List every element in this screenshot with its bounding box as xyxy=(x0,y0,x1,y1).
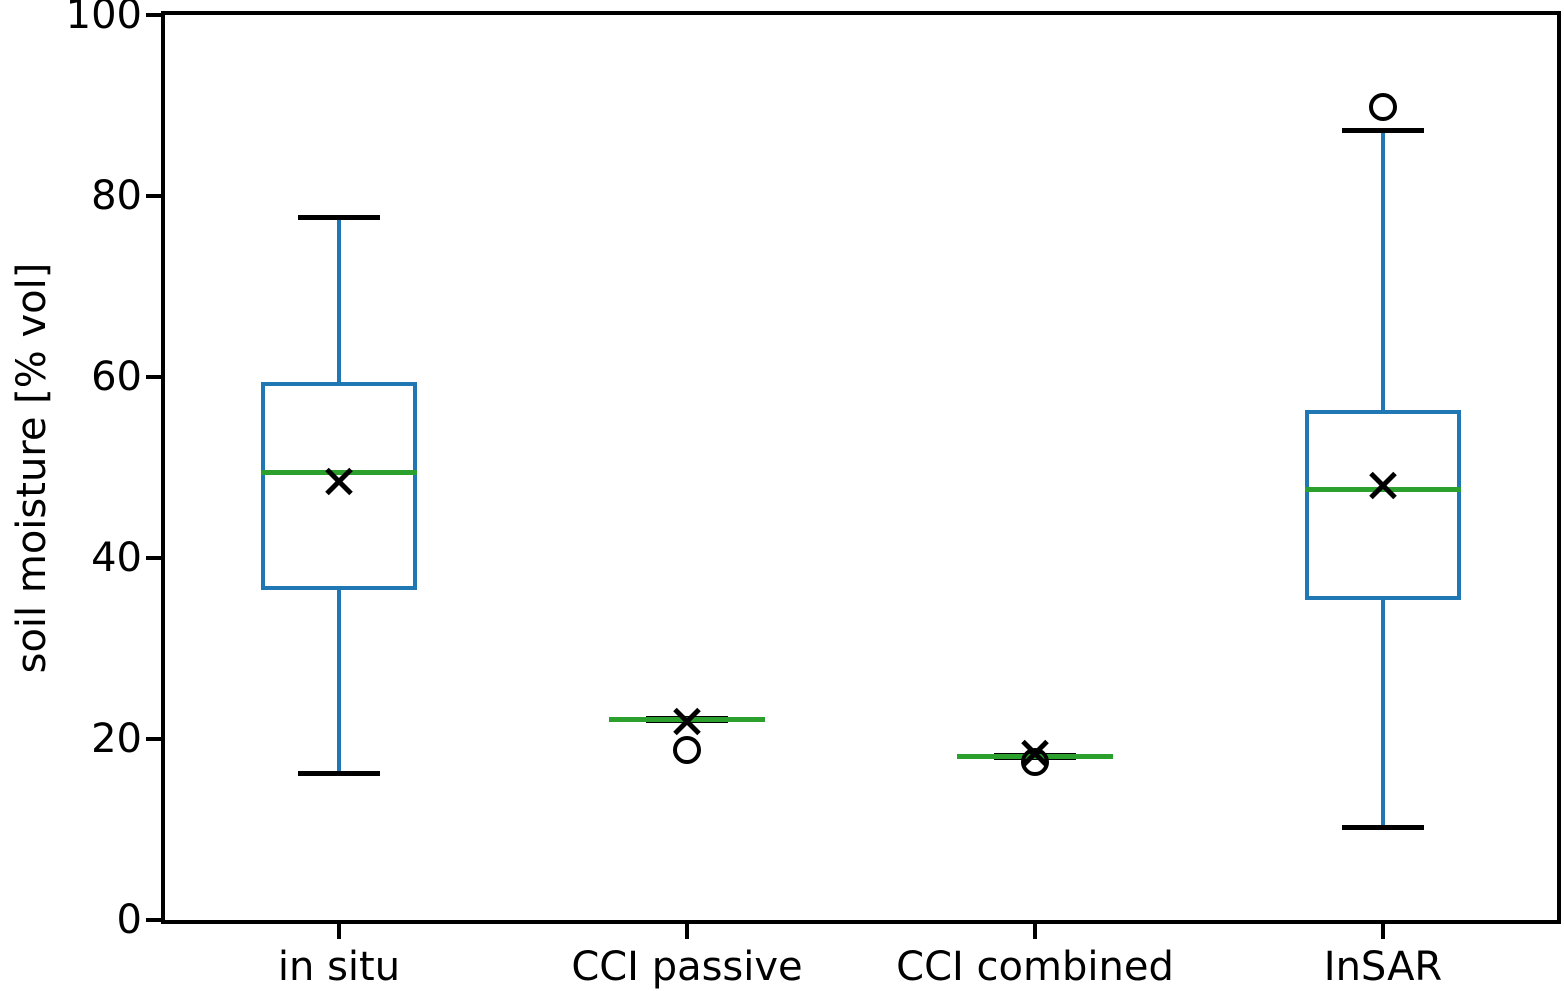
whisker-cap-lower xyxy=(1341,825,1425,831)
mean-x-marker xyxy=(1368,471,1398,501)
y-tick-label: 0 xyxy=(116,897,142,943)
y-tick-mark xyxy=(146,737,161,741)
whisker-cap-upper xyxy=(1341,128,1425,134)
x-tick-mark xyxy=(1033,924,1037,939)
plot-area: 0 20 40 60 80 100 in situ CCI passive CCI combin… xyxy=(66,0,1561,990)
whisker-cap-lower xyxy=(297,770,381,776)
y-tick-label: 100 xyxy=(65,0,142,38)
y-tick-mark xyxy=(146,13,161,17)
mean-x-marker xyxy=(324,467,354,497)
y-tick-mark xyxy=(146,194,161,198)
outlier-circle-marker xyxy=(1021,747,1049,776)
x-tick-label: InSAR xyxy=(1323,944,1443,990)
median-line xyxy=(261,470,417,476)
x-tick-label: in situ xyxy=(277,944,401,990)
outlier-circle-marker xyxy=(1369,93,1397,122)
y-tick-mark xyxy=(146,375,161,379)
outlier-circle-marker xyxy=(673,735,701,764)
y-tick-label: 80 xyxy=(91,173,142,219)
whisker-cap-upper xyxy=(297,215,381,221)
whisker-lower xyxy=(1381,599,1385,828)
iqr-box xyxy=(1305,409,1461,600)
iqr-box xyxy=(261,382,417,590)
mean-x-marker xyxy=(672,707,702,737)
whisker-upper xyxy=(337,217,341,383)
x-tick-mark xyxy=(337,924,341,939)
x-tick-label: CCI passive xyxy=(571,944,803,990)
whisker-upper xyxy=(1381,130,1385,410)
x-tick-label: CCI combined xyxy=(896,944,1174,990)
y-tick-mark xyxy=(146,556,161,560)
y-tick-mark xyxy=(146,918,161,922)
x-tick-mark xyxy=(1381,924,1385,939)
whisker-lower xyxy=(337,589,341,774)
y-tick-label: 40 xyxy=(91,535,142,581)
x-tick-mark xyxy=(685,924,689,939)
y-axis-label: soil moisture [% vol] xyxy=(9,262,55,674)
y-tick-label: 20 xyxy=(91,716,142,762)
y-tick-label: 60 xyxy=(91,354,142,400)
